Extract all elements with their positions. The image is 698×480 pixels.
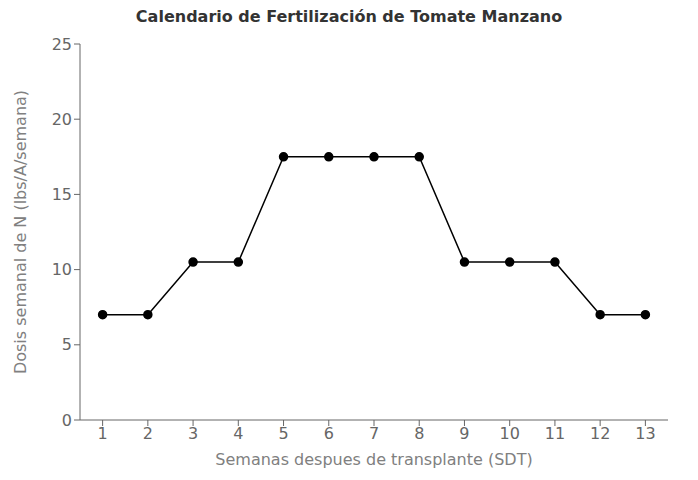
svg-text:8: 8 [414,424,424,443]
svg-text:5: 5 [62,335,72,354]
svg-text:13: 13 [635,424,655,443]
svg-text:3: 3 [188,424,198,443]
svg-text:4: 4 [233,424,243,443]
svg-text:1: 1 [98,424,108,443]
svg-text:5: 5 [278,424,288,443]
svg-text:2: 2 [143,424,153,443]
svg-text:Semanas despues de transplante: Semanas despues de transplante (SDT) [215,450,532,469]
svg-text:7: 7 [369,424,379,443]
svg-text:10: 10 [52,260,72,279]
svg-text:11: 11 [545,424,565,443]
svg-text:0: 0 [62,411,72,430]
html-text:Calendario de Fertilización de: Calendario de Fertilización de Tomate Ma… [135,7,563,26]
svg-text:25: 25 [52,35,72,54]
svg-text:10: 10 [500,424,520,443]
svg-text:6: 6 [324,424,334,443]
svg-text:12: 12 [590,424,610,443]
svg-text:Dosis semanal de N (lbs/A/sema: Dosis semanal de N (lbs/A/semana) [11,90,30,374]
svg-text:15: 15 [52,185,72,204]
svg-text:20: 20 [52,110,72,129]
svg-text:9: 9 [459,424,469,443]
